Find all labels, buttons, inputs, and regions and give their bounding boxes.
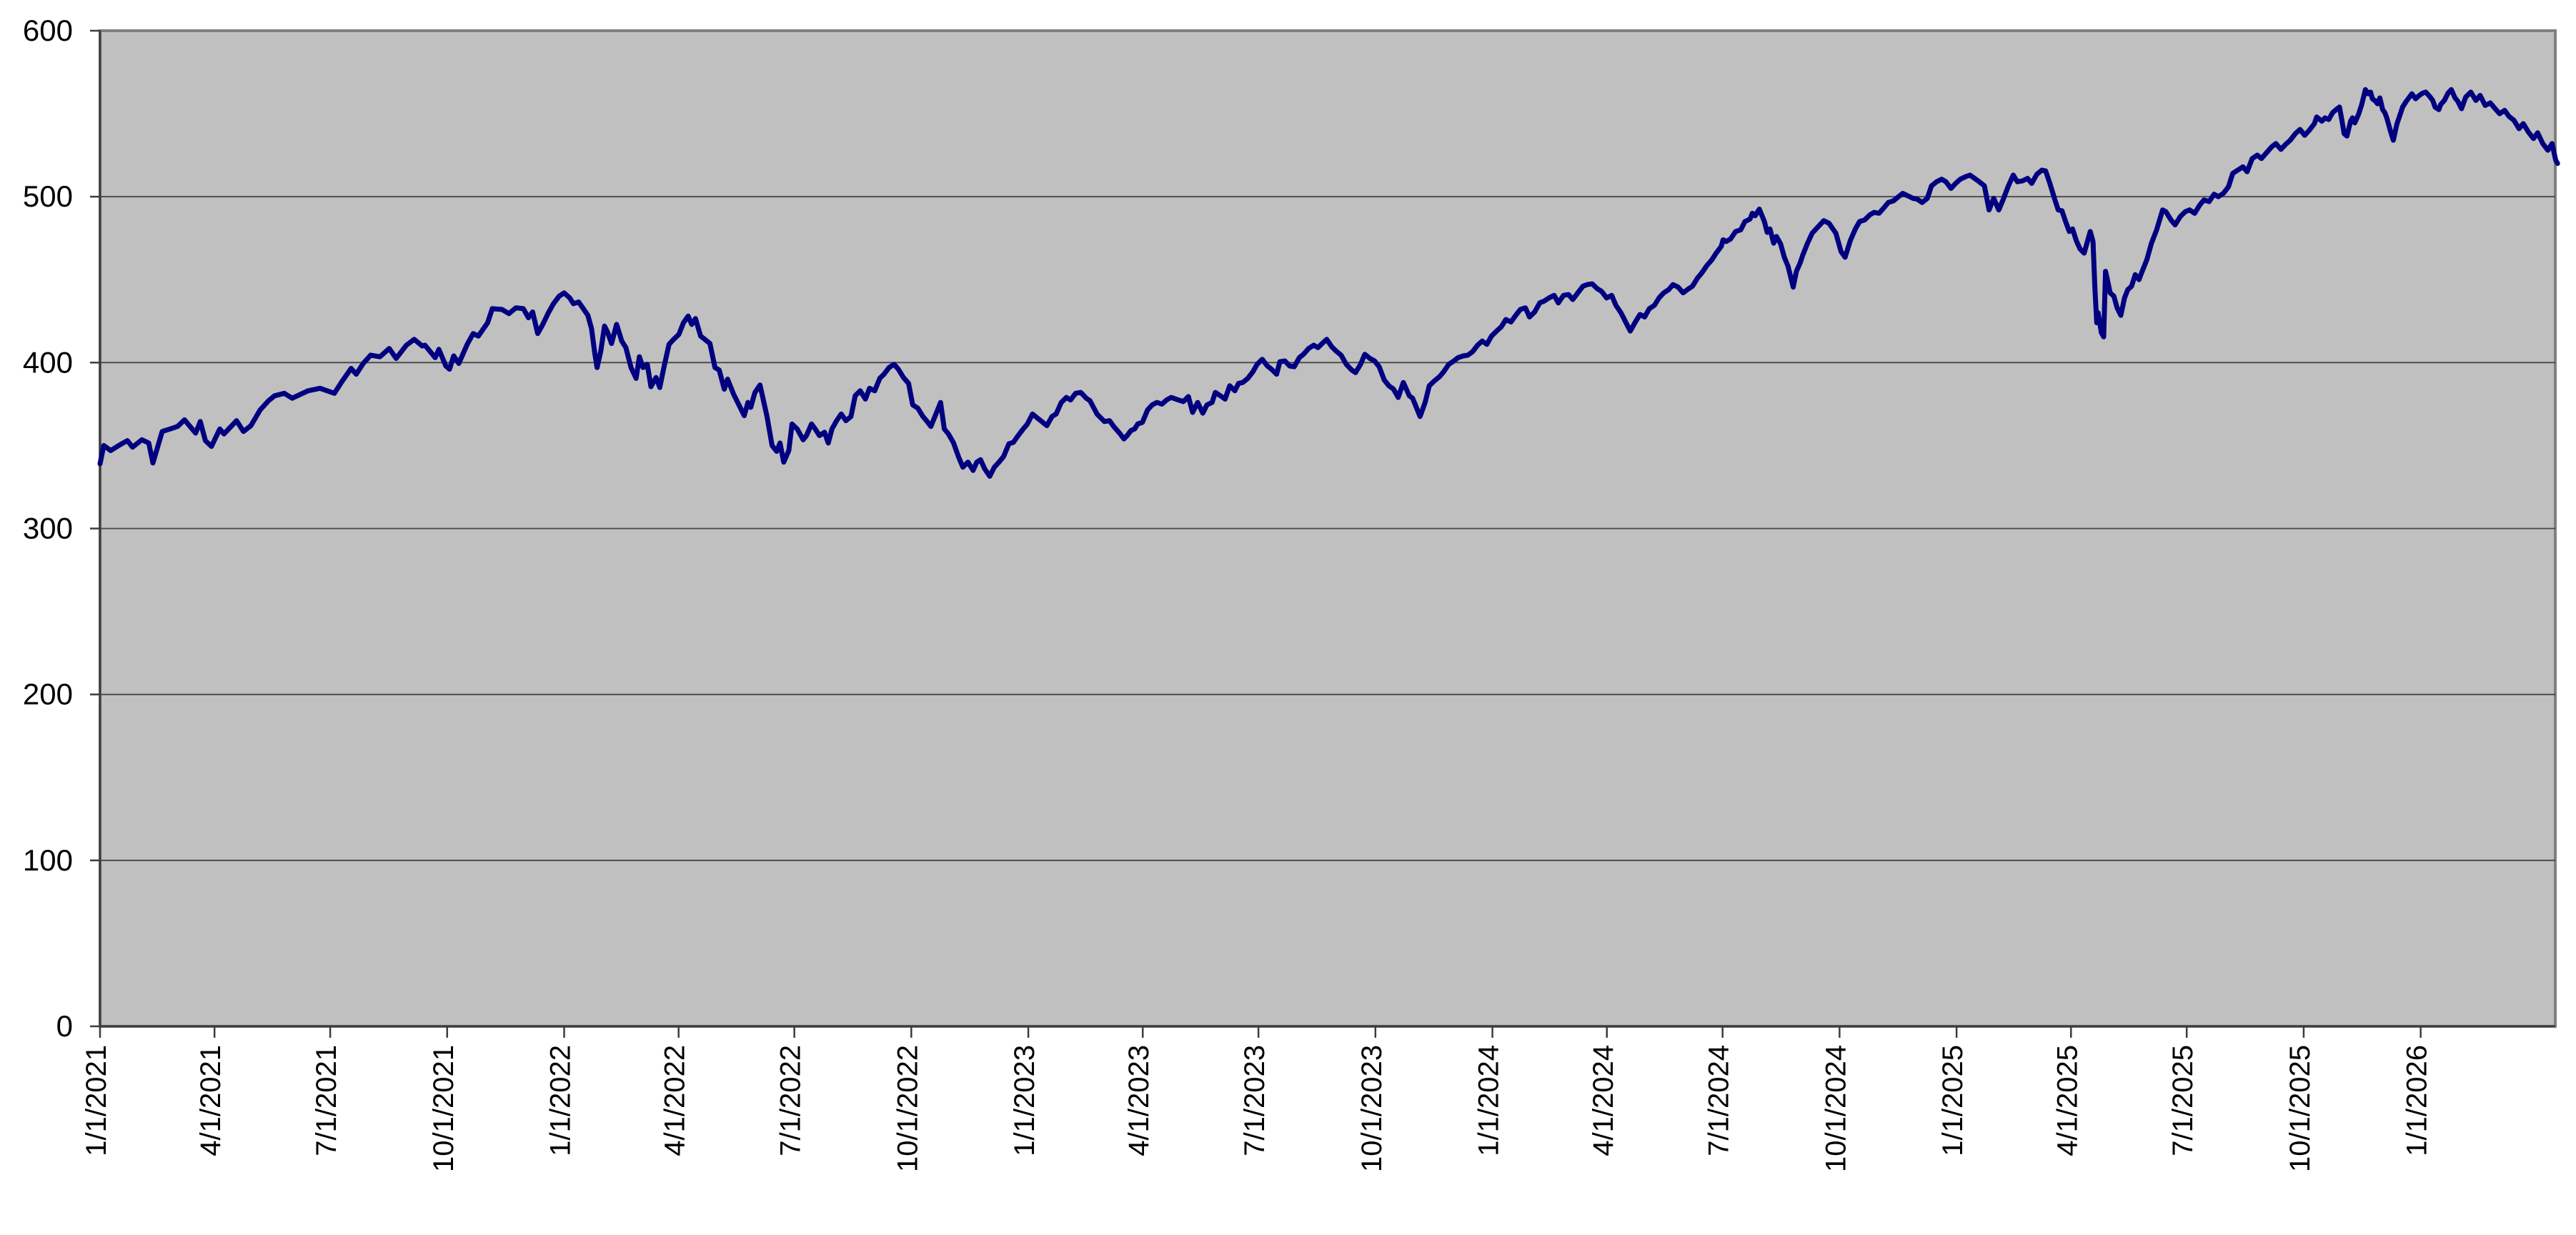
x-axis-label: 10/1/2024: [1820, 1045, 1851, 1172]
x-axis-label: 1/1/2022: [545, 1045, 577, 1156]
x-axis-label: 10/1/2021: [428, 1045, 459, 1172]
x-axis-label: 7/1/2024: [1704, 1045, 1735, 1156]
x-axis-label: 1/1/2021: [81, 1045, 112, 1156]
x-axis-label: 1/1/2026: [2402, 1045, 2433, 1156]
x-axis-label: 7/1/2022: [775, 1045, 807, 1156]
x-axis-label: 4/1/2023: [1123, 1045, 1155, 1156]
y-axis-label: 500: [23, 179, 73, 213]
x-axis-label: 4/1/2025: [2052, 1045, 2083, 1156]
y-axis-label: 600: [23, 14, 73, 47]
y-axis-label: 300: [23, 512, 73, 545]
x-axis-label: 1/1/2023: [1009, 1045, 1040, 1156]
x-axis-label: 10/1/2023: [1356, 1045, 1388, 1172]
x-axis-label: 7/1/2023: [1239, 1045, 1270, 1156]
y-axis-label: 400: [23, 345, 73, 379]
x-axis-label: 4/1/2021: [195, 1045, 227, 1156]
x-axis-label: 10/1/2025: [2284, 1045, 2316, 1172]
x-axis-label: 1/1/2025: [1937, 1045, 1969, 1156]
x-axis-label: 1/1/2024: [1473, 1045, 1505, 1156]
y-axis-label: 200: [23, 678, 73, 711]
y-axis-label: 0: [56, 1009, 73, 1043]
x-axis-label: 7/1/2021: [311, 1045, 342, 1156]
x-axis-label: 4/1/2022: [660, 1045, 691, 1156]
x-axis-label: 4/1/2024: [1588, 1045, 1619, 1156]
x-axis-label: 7/1/2025: [2167, 1045, 2199, 1156]
price-line-series: [97, 86, 2560, 479]
x-axis-label: 10/1/2022: [892, 1045, 923, 1172]
y-axis-label: 100: [23, 843, 73, 877]
